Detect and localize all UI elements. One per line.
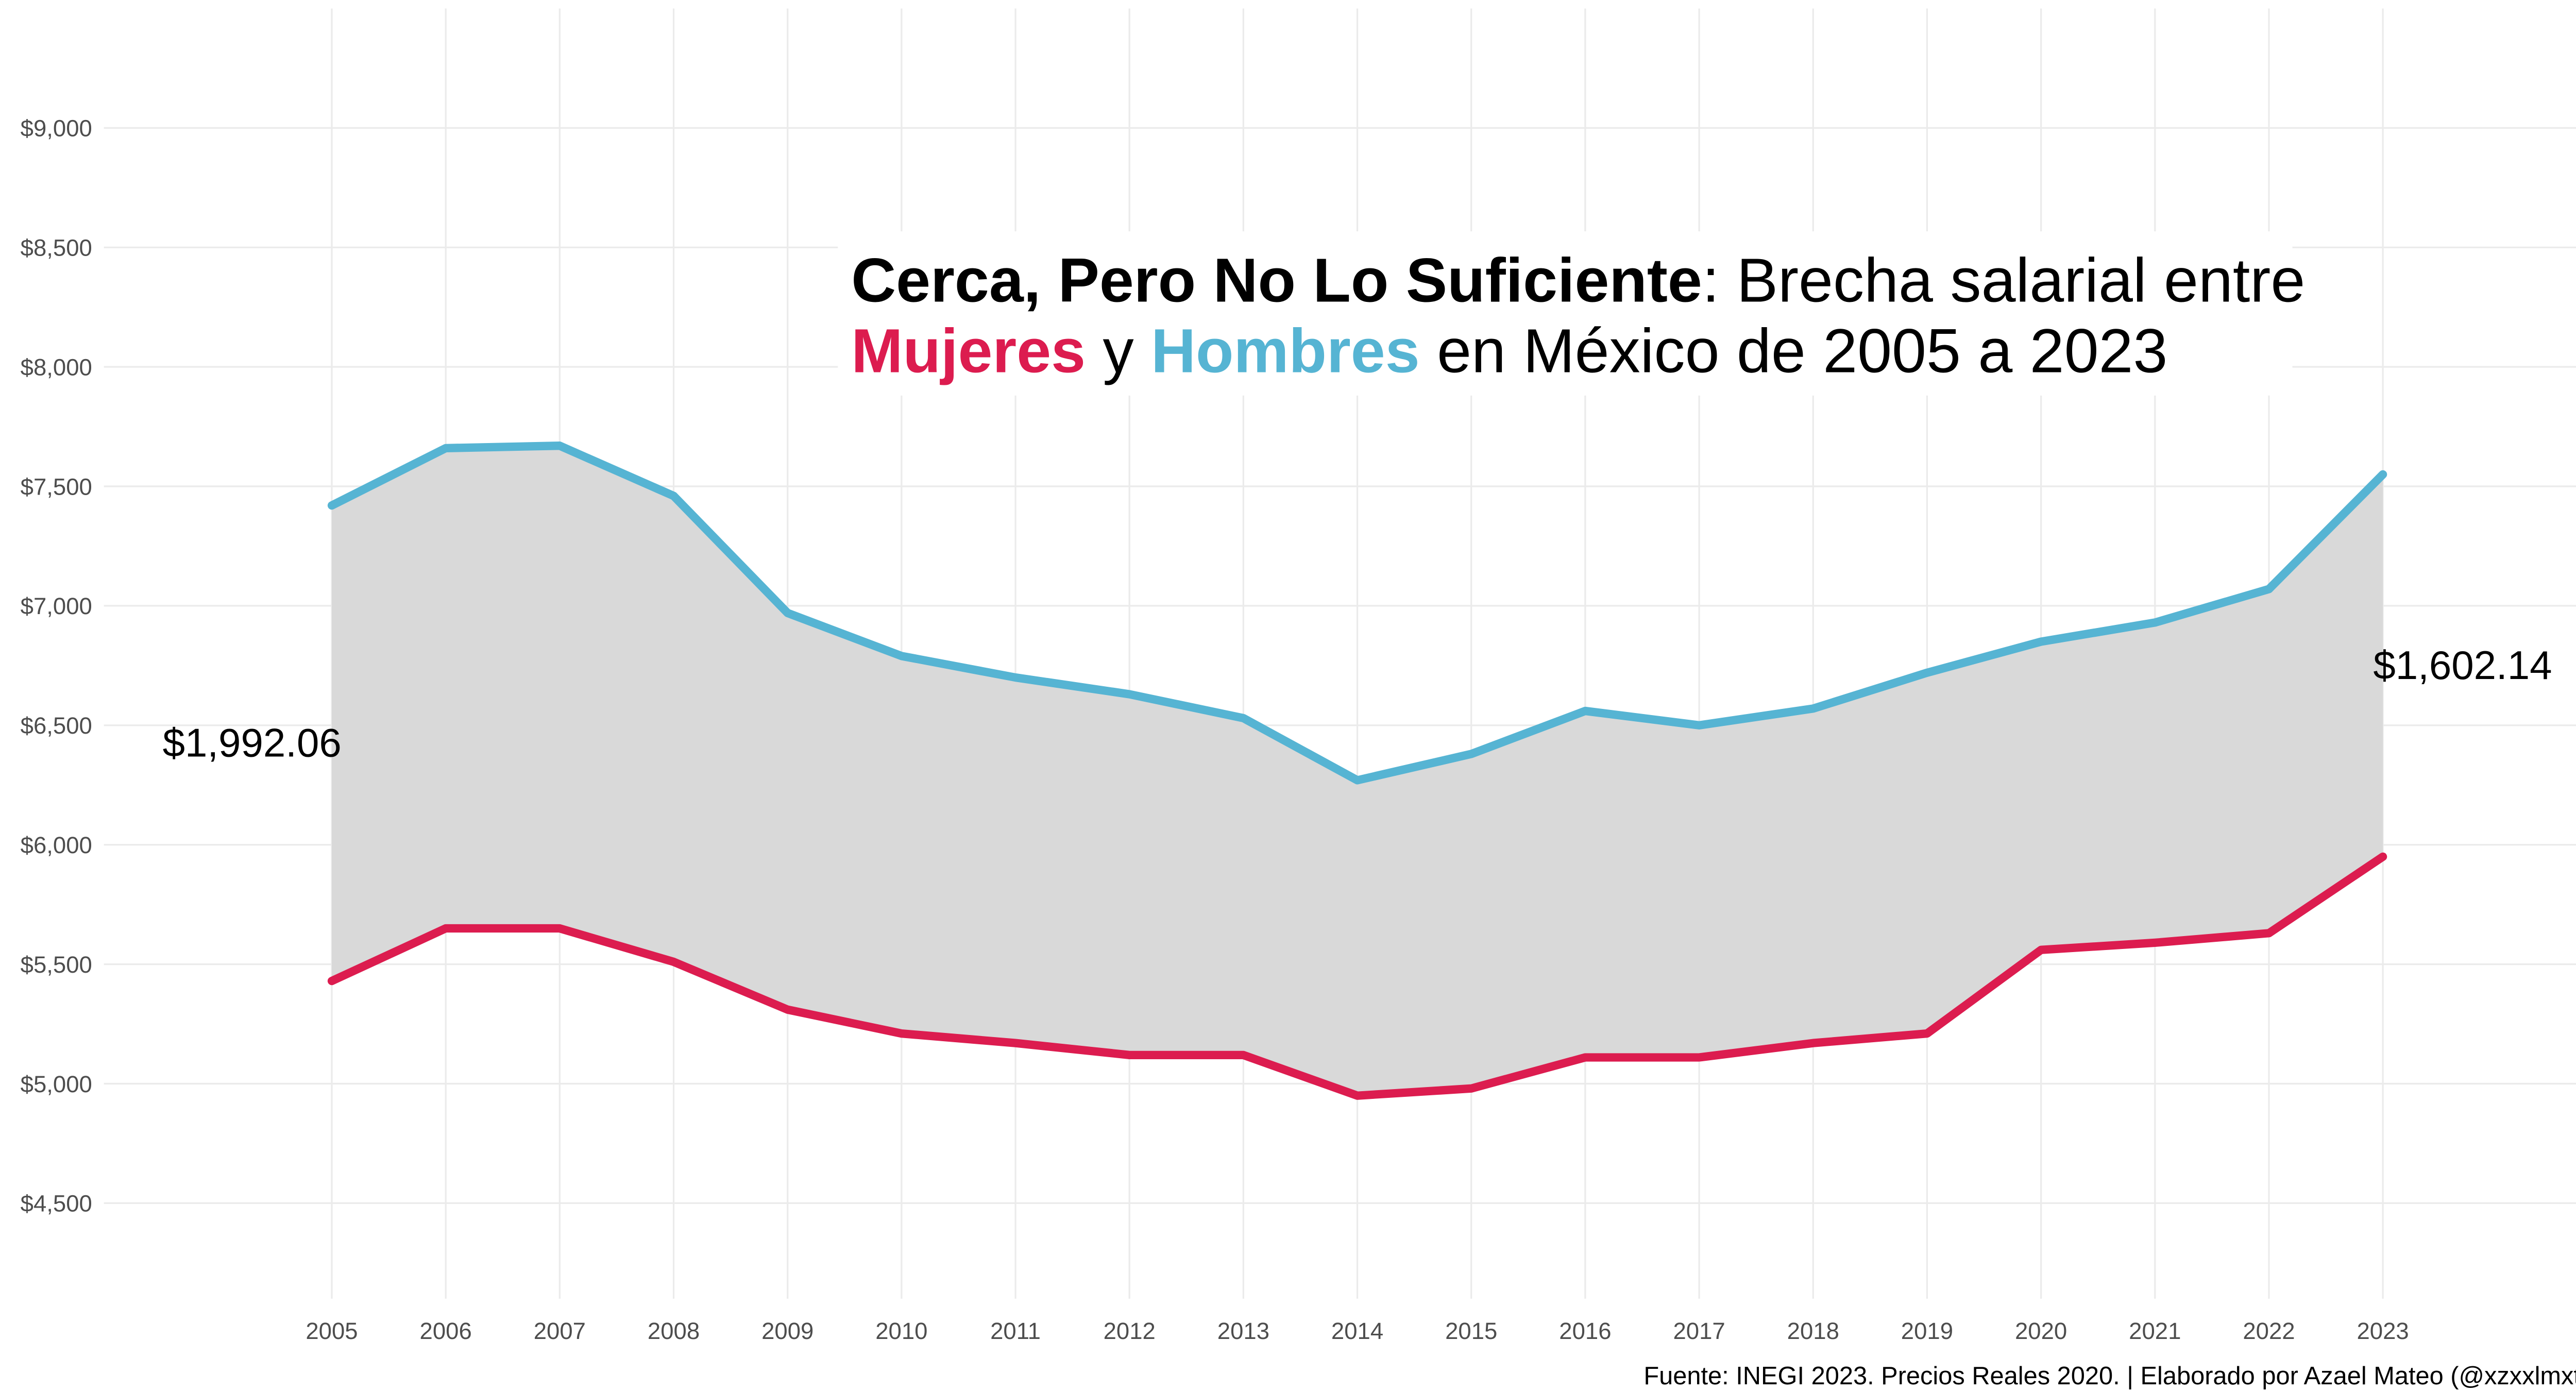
caption: Fuente: INEGI 2023. Precios Reales 2020.… (1643, 1362, 2576, 1390)
gap-annotation: $1,992.06 (163, 720, 342, 766)
x-tick-label: 2023 (2357, 1318, 2409, 1344)
title-rest: : Brecha salarial entre (1702, 246, 2305, 315)
x-tick-label: 2008 (648, 1318, 700, 1344)
y-tick-label: $8,500 (21, 235, 92, 261)
x-tick-label: 2012 (1104, 1318, 1156, 1344)
legend-entry: Mujeres (851, 316, 1086, 385)
x-tick-label: 2005 (306, 1318, 358, 1344)
x-tick-label: 2006 (420, 1318, 472, 1344)
x-tick-label: 2015 (1445, 1318, 1497, 1344)
y-tick-label: $6,000 (21, 832, 92, 858)
title-joiner: y (1103, 316, 1133, 385)
x-tick-label: 2007 (534, 1318, 586, 1344)
y-tick-label: $9,000 (21, 115, 92, 142)
y-tick-label: $5,500 (21, 952, 92, 978)
x-tick-label: 2010 (875, 1318, 927, 1344)
x-tick-label: 2013 (1217, 1318, 1269, 1344)
y-tick-label: $5,000 (21, 1071, 92, 1097)
x-tick-label: 2018 (1787, 1318, 1839, 1344)
x-tick-label: 2019 (1901, 1318, 1953, 1344)
y-tick-label: $4,500 (21, 1191, 92, 1217)
chart-title: Cerca, Pero No Lo Suficiente: Brecha sal… (851, 246, 2305, 315)
x-tick-label: 2022 (2243, 1318, 2295, 1344)
title-bold: Cerca, Pero No Lo Suficiente (851, 246, 1702, 315)
x-tick-label: 2014 (1331, 1318, 1383, 1344)
x-tick-label: 2009 (761, 1318, 814, 1344)
title-background (838, 231, 2293, 396)
x-tick-label: 2021 (2129, 1318, 2181, 1344)
gap-annotation: $1,602.14 (2373, 642, 2552, 688)
plot: $1,992.06 $1,602.14 (163, 442, 2552, 1100)
series-line (327, 852, 2387, 1100)
x-tick-label: 2017 (1673, 1318, 1725, 1344)
y-tick-label: $7,500 (21, 473, 92, 500)
legend-entry: Hombres (1151, 316, 1420, 385)
x-tick-label: 2016 (1559, 1318, 1611, 1344)
y-tick-label: $7,000 (21, 593, 92, 619)
title-tail: en México de 2005 a 2023 (1437, 316, 2167, 385)
x-tick-label: 2020 (2015, 1318, 2067, 1344)
y-tick-label: $6,500 (21, 713, 92, 739)
series-line (327, 442, 2387, 785)
x-tick-label: 2011 (990, 1318, 1041, 1344)
gap-area (332, 446, 2383, 1096)
y-tick-label: $8,000 (21, 354, 92, 380)
chart-title-line2: Mujeres y Hombres en México de 2005 a 20… (851, 316, 2167, 385)
